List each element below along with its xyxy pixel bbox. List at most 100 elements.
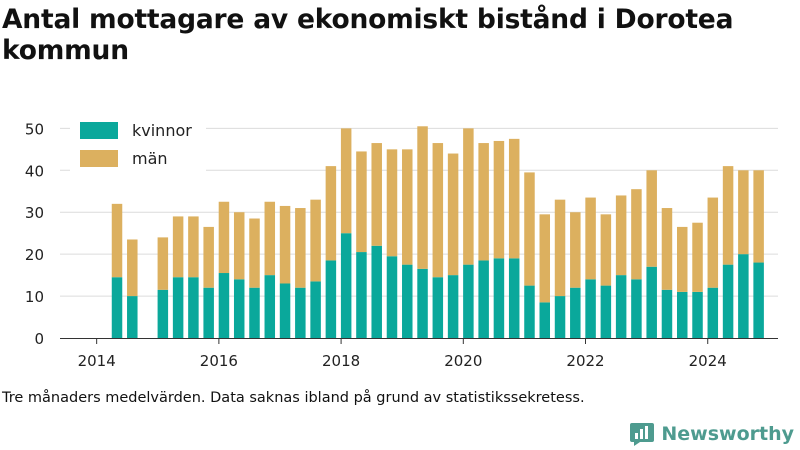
bar-man [524,172,535,286]
stacked-bar-chart: 0 10 20 30 40 50 2014 2016 2018 2020 2022 2024 kvin… [24,116,778,370]
axes: 0 10 20 30 40 50 2014 2016 2018 2020 2022 2024 [25,120,778,370]
bar-man [264,201,276,276]
bar-kvinnor [676,291,688,338]
newsworthy-logo: Newsworthy [629,420,794,448]
bar-kvinnor [493,258,505,338]
bar-man [722,166,734,265]
bar-man [279,205,291,284]
bar-man [371,143,382,246]
bar-kvinnor [157,289,169,338]
bar-kvinnor [600,285,612,338]
bar-man [554,199,566,297]
bar-kvinnor [233,279,245,338]
bar-kvinnor [356,252,367,338]
bar-chart-bubble-icon [630,423,655,446]
bar-kvinnor [340,233,352,338]
bar-man [661,208,673,290]
x-tick-label: 2022 [566,352,604,370]
legend-swatch [80,150,118,167]
bar-man [539,214,551,303]
bar-man [127,239,138,297]
bar-man [447,153,459,276]
bar-kvinnor [279,283,291,338]
bar-man [111,203,123,278]
x-tick-label: 2020 [444,352,482,370]
legend: kvinnor män [70,116,206,174]
y-tick-label: 0 [34,330,44,348]
bar-man [570,212,581,288]
bar-kvinnor [738,254,749,338]
legend-swatch [80,122,118,139]
bar-man [631,189,642,280]
bar-kvinnor [127,296,138,338]
bar-man [738,170,749,255]
bar-man [707,197,719,288]
bar-man [493,140,505,259]
bar-man [478,143,489,261]
bar-kvinnor [310,281,321,338]
bar-kvinnor [661,289,673,338]
chart-caption: Tre månaders medelvärden. Data saknas ib… [2,390,585,406]
bar-man [402,149,413,265]
bar-kvinnor [722,264,734,338]
bar-man [386,149,398,257]
x-tick-label: 2014 [78,352,116,370]
bar-kvinnor [631,279,642,338]
bars [111,126,764,338]
x-tick-label: 2024 [689,352,727,370]
y-tick-label: 10 [25,288,44,306]
bar-kvinnor [188,277,199,338]
chart-title: Antal mottagare av ekonomiskt bistånd i … [2,4,734,66]
y-tick-label: 20 [25,246,44,264]
y-tick-label: 30 [25,204,44,222]
bar-man [233,212,245,280]
bar-kvinnor [447,275,459,338]
bar-kvinnor [753,262,764,338]
bar-man [600,214,612,286]
bar-kvinnor [432,277,444,338]
bar-kvinnor [524,285,535,338]
bar-man [432,143,444,278]
bar-kvinnor [417,268,428,338]
bar-man [508,138,520,259]
bar-kvinnor [111,277,123,338]
bar-kvinnor [570,287,581,338]
bar-man [172,216,184,278]
bar-kvinnor [478,260,489,338]
bar-kvinnor [249,287,260,338]
bar-man [646,170,657,267]
bar-man [615,195,627,276]
bar-kvinnor [539,302,551,338]
brand-name: Newsworthy [661,423,794,445]
bar-kvinnor [463,264,474,338]
bar-kvinnor [508,258,520,338]
bar-kvinnor [585,279,596,338]
bar-kvinnor [325,260,337,338]
bar-kvinnor [203,287,214,338]
legend-label: män [132,149,168,168]
bar-man [325,166,337,261]
x-tick-label: 2016 [200,352,238,370]
bar-man [218,201,230,274]
bar-kvinnor [707,287,719,338]
bar-kvinnor [371,245,382,338]
y-tick-label: 50 [25,120,44,138]
x-tick-label: 2018 [322,352,360,370]
bar-kvinnor [615,275,627,338]
bar-kvinnor [386,256,398,338]
bar-kvinnor [402,264,413,338]
bar-man [753,170,764,263]
bar-man [585,197,596,280]
bar-man [157,237,169,290]
bar-man [463,128,474,265]
bar-man [310,199,321,282]
bar-kvinnor [218,273,230,338]
bar-man [295,208,306,288]
bar-kvinnor [646,266,657,338]
bar-man [676,226,688,292]
bar-kvinnor [295,287,306,338]
y-tick-label: 40 [25,162,44,180]
bar-kvinnor [264,275,276,338]
bar-man [249,218,260,288]
bar-kvinnor [692,291,703,338]
